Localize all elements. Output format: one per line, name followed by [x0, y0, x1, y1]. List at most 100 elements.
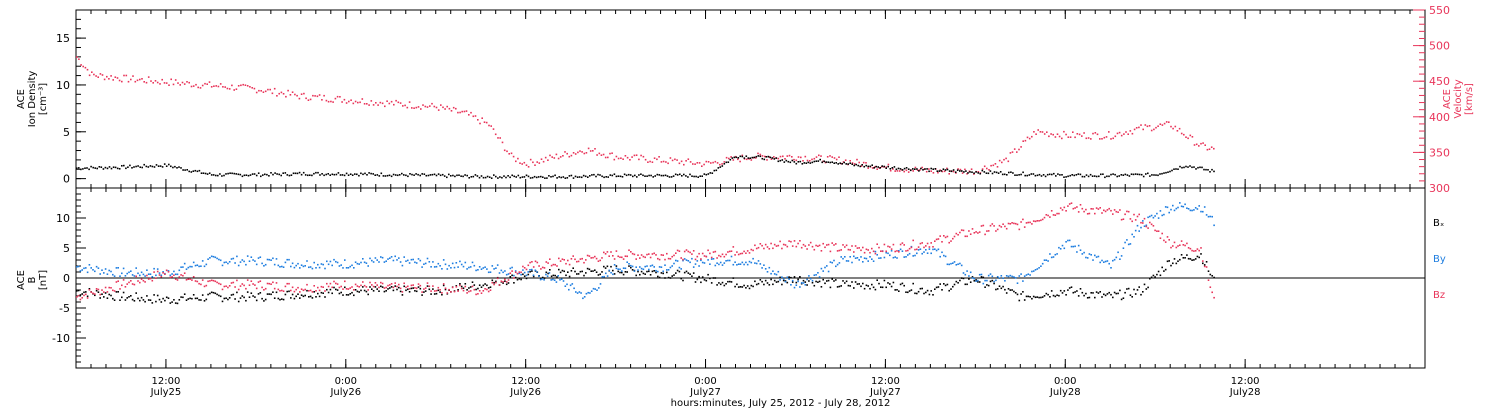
density-point: [781, 159, 784, 161]
velocity-point: [925, 170, 928, 173]
bx-point: [666, 271, 668, 274]
density-point: [1149, 175, 1151, 177]
bx-point: [1081, 291, 1084, 294]
bx-point: [209, 292, 211, 295]
bz-point: [1129, 218, 1132, 220]
bz-point: [471, 285, 474, 288]
bx-point: [338, 292, 341, 295]
bz-point: [621, 256, 623, 259]
density-point: [670, 176, 673, 178]
density-point: [703, 173, 706, 175]
density-point: [276, 173, 278, 175]
by-point: [916, 252, 918, 255]
velocity-point: [1041, 131, 1044, 133]
by-point: [216, 257, 218, 260]
bz-point: [398, 283, 400, 286]
density-point: [315, 171, 317, 174]
density-point: [805, 162, 808, 164]
bx-point: [185, 299, 188, 301]
density-point: [751, 156, 754, 159]
density-point: [157, 165, 160, 167]
density-point: [141, 166, 143, 169]
by-point: [763, 264, 765, 266]
bz-point: [180, 274, 182, 276]
velocity-point: [741, 154, 744, 157]
bx-point: [869, 287, 871, 290]
bz-point: [509, 272, 512, 274]
bx-point: [390, 286, 393, 288]
density-point: [1209, 171, 1211, 173]
bz-point: [581, 257, 583, 260]
bz-point: [683, 250, 686, 253]
velocity-point: [710, 162, 712, 164]
velocity-point: [649, 160, 651, 163]
bx-point: [399, 290, 402, 293]
by-point: [603, 275, 605, 278]
density-point: [741, 155, 744, 158]
bz-point: [547, 262, 549, 264]
velocity-point: [336, 95, 339, 98]
by-point: [405, 260, 407, 262]
by-point: [430, 266, 432, 268]
velocity-point: [615, 155, 618, 158]
density-point: [857, 164, 859, 167]
bx-point: [1086, 297, 1089, 299]
bz-point: [77, 294, 80, 297]
by-point: [709, 263, 711, 265]
by-point: [1097, 255, 1100, 258]
density-point: [448, 173, 450, 176]
by-point: [198, 265, 200, 268]
bz-point: [288, 282, 290, 285]
bz-point: [407, 285, 409, 288]
bz-point: [847, 248, 850, 251]
bz-point: [248, 284, 251, 286]
bx-point: [1200, 253, 1202, 255]
density-point: [1211, 168, 1213, 171]
by-point: [939, 255, 941, 258]
density-point: [644, 175, 646, 177]
velocity-point: [574, 153, 577, 155]
bx-point: [978, 281, 981, 283]
velocity-point: [1003, 158, 1005, 161]
bz-point: [892, 243, 895, 246]
bz-point: [149, 277, 152, 280]
bx-point: [442, 284, 445, 287]
by-point: [935, 249, 938, 252]
by-point: [450, 267, 452, 269]
density-point: [356, 173, 358, 176]
bx-point: [862, 282, 864, 285]
velocity-point: [1200, 142, 1202, 145]
bz-point: [930, 242, 932, 244]
bz-point: [376, 284, 378, 286]
bx-point: [969, 281, 972, 283]
bx-point: [820, 286, 823, 288]
by-point: [960, 264, 963, 267]
bx-point: [1011, 289, 1013, 291]
bx-point: [709, 277, 711, 280]
bx-point: [511, 274, 513, 277]
velocity-point: [826, 156, 829, 158]
velocity-point: [678, 162, 681, 165]
bz-point: [734, 254, 736, 256]
velocity-point: [658, 156, 660, 158]
bz-point: [1040, 219, 1042, 222]
by-point: [552, 278, 554, 281]
velocity-point: [479, 122, 481, 125]
by-point: [493, 268, 495, 270]
bx-point: [228, 297, 231, 299]
density-point: [584, 175, 587, 178]
density-point: [525, 174, 528, 177]
bz-point: [498, 284, 501, 286]
bz-point: [212, 279, 215, 282]
by-point: [437, 262, 440, 265]
time-tick-label: 12:00: [1231, 376, 1260, 387]
density-point: [1057, 173, 1059, 175]
by-point: [412, 258, 414, 261]
bx-point: [1168, 260, 1170, 262]
bx-point: [786, 281, 789, 284]
bz-point: [955, 232, 958, 235]
density-point: [1040, 175, 1043, 177]
by-point: [1138, 230, 1140, 232]
density-point: [576, 176, 579, 178]
